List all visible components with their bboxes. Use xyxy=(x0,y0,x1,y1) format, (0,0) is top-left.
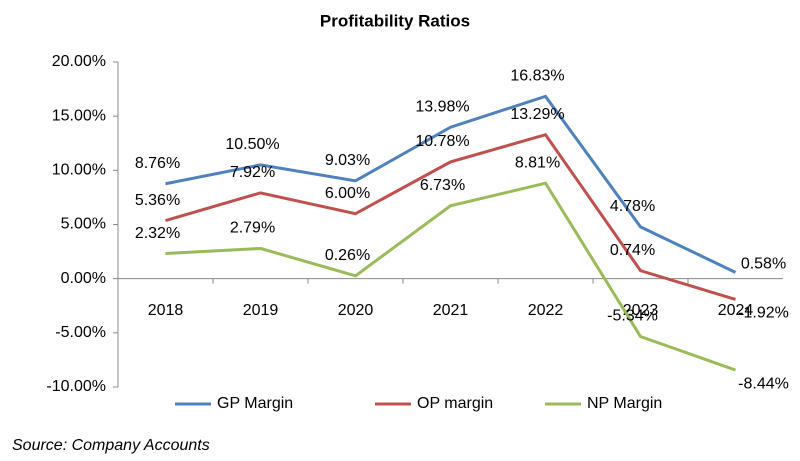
series-line xyxy=(165,94,737,274)
data-label: 4.78% xyxy=(610,198,655,215)
y-tick-label: 10.00% xyxy=(52,162,106,179)
chart-title: Profitability Ratios xyxy=(320,11,470,30)
data-label: 0.26% xyxy=(325,247,370,264)
data-label: 9.03% xyxy=(325,152,370,169)
data-label: 8.81% xyxy=(515,154,560,171)
y-tick-label: 0.00% xyxy=(61,270,106,287)
x-tick-label: 2024 xyxy=(718,302,754,319)
y-tick-label: -10.00% xyxy=(46,378,106,395)
series-line xyxy=(165,132,736,301)
data-label: -1.92% xyxy=(738,305,789,322)
data-label: 5.36% xyxy=(135,192,180,209)
data-label: 8.76% xyxy=(135,155,180,172)
data-label: 0.58% xyxy=(741,256,786,273)
data-label: 6.73% xyxy=(420,177,465,194)
data-label: 7.92% xyxy=(230,164,275,181)
y-tick-label: 20.00% xyxy=(52,53,106,70)
data-label: 2.32% xyxy=(135,225,180,242)
x-tick-label: 2021 xyxy=(433,302,469,319)
y-tick-label: -5.00% xyxy=(55,324,106,341)
x-tick-label: 2022 xyxy=(528,302,564,319)
y-tick-label: 15.00% xyxy=(52,107,106,124)
data-label: 0.74% xyxy=(610,242,655,259)
source-note: Source: Company Accounts xyxy=(12,437,210,454)
data-label: 16.83% xyxy=(510,68,564,85)
data-label: 10.78% xyxy=(415,133,469,150)
legend-label: NP Margin xyxy=(587,395,662,412)
data-label: 13.98% xyxy=(415,98,469,115)
x-tick-label: 2020 xyxy=(338,302,374,319)
y-tick-label: 5.00% xyxy=(61,216,106,233)
x-tick-label: 2023 xyxy=(623,302,659,319)
data-label: 10.50% xyxy=(225,136,279,153)
data-label: 2.79% xyxy=(230,220,275,237)
legend-label: OP margin xyxy=(417,395,493,412)
x-tick-label: 2018 xyxy=(148,302,184,319)
data-label: 6.00% xyxy=(325,185,370,202)
legend-label: GP Margin xyxy=(217,395,293,412)
x-tick-label: 2019 xyxy=(243,302,279,319)
data-label: -5.34% xyxy=(607,308,658,325)
data-label: -8.44% xyxy=(738,375,789,392)
data-label: 13.29% xyxy=(510,106,564,123)
series-line xyxy=(165,181,736,372)
